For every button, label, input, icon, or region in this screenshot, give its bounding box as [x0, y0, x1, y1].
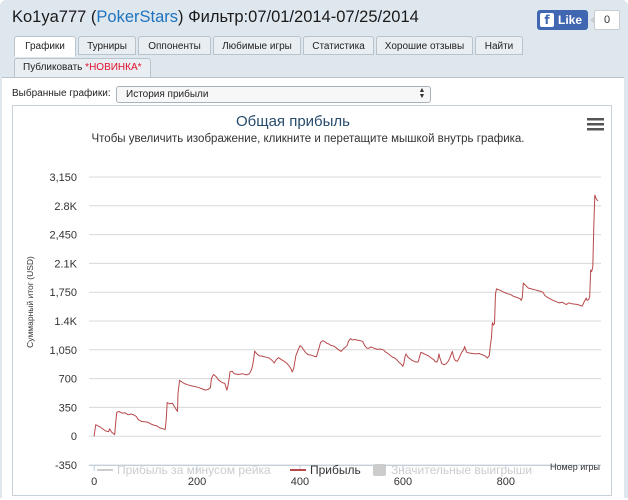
filter-label: Фильтр:07/01/2014-07/25/2014	[183, 8, 419, 26]
y-tick-label: 1,050	[49, 345, 77, 357]
facebook-like-button[interactable]: f Like	[537, 10, 589, 30]
new-badge: *НОВИНКА*	[85, 62, 142, 73]
chart-legend: Прибыль за минусом рейка Прибыль Значитель…	[97, 463, 532, 477]
chart-grid	[89, 176, 601, 466]
tab-search[interactable]: Найти	[475, 36, 523, 55]
select-arrows-icon: ▲ ▼	[418, 87, 426, 100]
site-link[interactable]: PokerStars	[96, 8, 179, 26]
profit-series-line	[93, 194, 599, 437]
chart-series	[93, 194, 599, 437]
y-tick-label: 0	[71, 431, 77, 443]
graph-selector-value: История прибыли	[126, 89, 209, 100]
y-tick-label: 3,150	[49, 172, 77, 184]
tab-favorite-games[interactable]: Любимые игры	[213, 36, 301, 55]
graph-selector-label: Выбранные графики:	[12, 88, 111, 99]
page-title: Ko1ya777 (PokerStars) Фильтр:07/01/2014-…	[12, 8, 419, 26]
x-tick-label: 600	[394, 476, 412, 488]
tab-graphs[interactable]: Графики	[14, 36, 76, 57]
facebook-like-label: Like	[558, 13, 583, 27]
chart-subtitle: Чтобы увеличить изображение, кликните и …	[92, 133, 525, 145]
y-tick-label: -350	[55, 460, 77, 472]
x-tick-label: 800	[497, 476, 515, 488]
hamburger-menu-icon[interactable]	[587, 118, 604, 131]
y-axis: -350 0 350 700 1,050 1.4K 1,750 2.1K 2,450 2.8K 3,…	[49, 172, 77, 472]
y-axis-label: Суммарный итог (USD)	[25, 256, 35, 348]
legend-item-profit: Прибыль	[310, 463, 361, 477]
legend-item-net-profit: Прибыль за минусом рейка	[117, 463, 271, 477]
y-tick-label: 2.8K	[54, 201, 77, 213]
graph-selector-dropdown[interactable]: История прибыли ▲ ▼	[116, 86, 431, 103]
tab-good-reviews[interactable]: Хорошие отзывы	[376, 36, 473, 55]
main-content: Выбранные графики: История прибыли ▲ ▼ Об…	[2, 77, 624, 499]
x-tick-label: 400	[291, 476, 309, 488]
y-tick-label: 2.1K	[54, 258, 77, 270]
facebook-like-widget: f Like 0	[537, 10, 621, 30]
x-tick-label: 0	[91, 476, 97, 488]
y-tick-label: 1.4K	[54, 316, 77, 328]
y-tick-label: 350	[59, 402, 77, 414]
x-axis-label: Номер игры	[550, 462, 600, 472]
y-tick-label: 1,750	[49, 287, 77, 299]
x-axis: 0 200 400 600 800	[89, 465, 601, 488]
tab-statistics[interactable]: Статистика	[303, 36, 374, 55]
player-name: Ko1ya777	[12, 8, 87, 26]
y-tick-label: 2,450	[49, 230, 77, 242]
y-tick-label: 700	[59, 374, 77, 386]
profit-chart[interactable]: Общая прибыль Чтобы увеличить изображени…	[12, 105, 612, 496]
facebook-like-count: 0	[590, 10, 621, 30]
tab-tournaments[interactable]: Турниры	[78, 36, 136, 55]
x-tick-label: 200	[188, 476, 206, 488]
legend-swatch	[373, 464, 386, 476]
tab-opponents[interactable]: Оппоненты	[138, 36, 211, 55]
facebook-f-icon: f	[540, 13, 554, 27]
chart-svg: Общая прибыль Чтобы увеличить изображени…	[25, 113, 604, 488]
legend-item-big-wins: Значительные выигрыши	[391, 463, 532, 477]
tab-publish[interactable]: Публиковать *НОВИНКА*	[14, 58, 151, 78]
chart-title: Общая прибыль	[236, 113, 350, 130]
